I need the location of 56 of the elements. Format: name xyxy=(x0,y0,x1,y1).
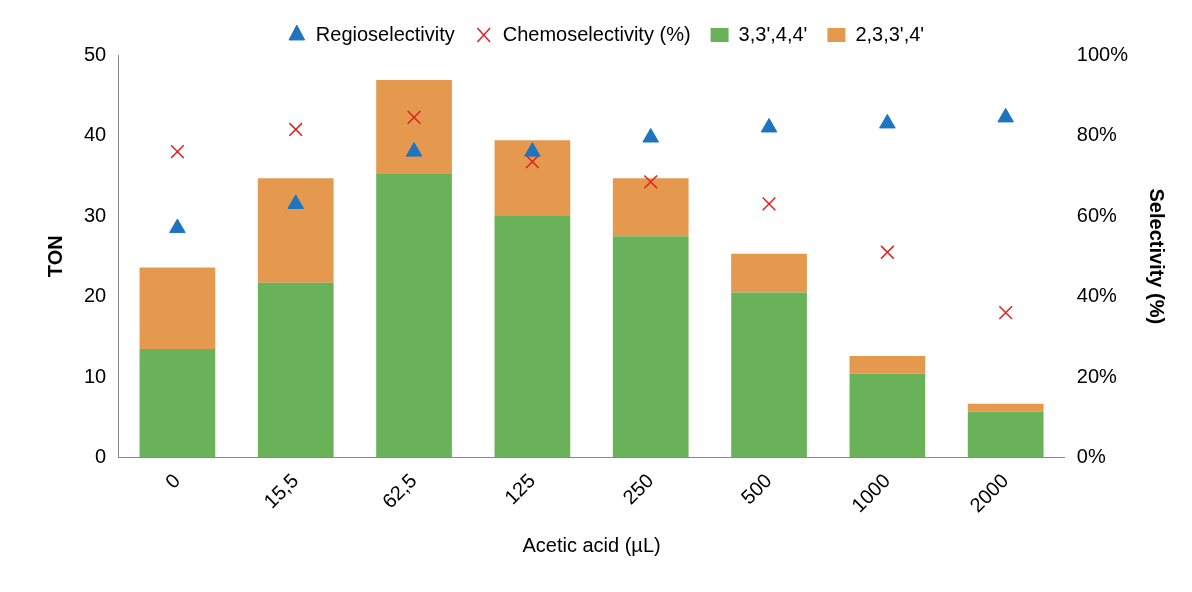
y2-tick-label: 60% xyxy=(1076,203,1118,226)
point xyxy=(287,194,305,209)
y2-tick-label: 80% xyxy=(1076,123,1118,146)
bar xyxy=(494,140,571,216)
point xyxy=(642,128,659,143)
point xyxy=(643,174,658,189)
point xyxy=(880,245,895,260)
point xyxy=(406,110,422,125)
y2-tick-label: 20% xyxy=(1076,364,1118,387)
x-tick-label: 250 xyxy=(618,469,658,509)
bar xyxy=(376,79,452,174)
legend-label: 2,3,3',4' xyxy=(855,22,925,45)
bar xyxy=(612,178,689,237)
bar xyxy=(849,373,926,458)
bar xyxy=(967,411,1044,458)
y-tick-label: 20 xyxy=(84,284,107,307)
y2-tick-label: 40% xyxy=(1076,284,1118,307)
point xyxy=(524,142,541,157)
x-tick-label: 62,5 xyxy=(377,469,421,513)
bar xyxy=(139,348,216,458)
point xyxy=(760,117,778,133)
bar xyxy=(257,178,334,283)
x-tick-label: 0 xyxy=(160,469,185,493)
bar xyxy=(967,403,1044,412)
bar xyxy=(612,236,689,458)
point xyxy=(169,218,186,234)
legend-label: Regioselectivity xyxy=(315,22,455,45)
y2-tick-label: 100% xyxy=(1076,42,1129,65)
bar xyxy=(139,267,216,349)
y2-axis-title: Selectivity (%) xyxy=(1146,188,1169,325)
point xyxy=(525,154,540,169)
y-axis-title: TON xyxy=(43,235,66,278)
legend-label: 3,3',4,4' xyxy=(738,22,808,45)
y-tick-label: 30 xyxy=(84,203,107,226)
bar xyxy=(376,173,452,458)
point xyxy=(170,144,185,159)
point xyxy=(997,107,1014,123)
bar xyxy=(731,253,807,293)
bar xyxy=(731,292,807,458)
point xyxy=(879,113,896,129)
bar xyxy=(494,215,571,458)
x-tick-label: 125 xyxy=(499,469,540,509)
point xyxy=(405,142,423,157)
bar xyxy=(849,356,926,374)
legend-label: Chemoselectivity (%) xyxy=(502,22,691,45)
point xyxy=(761,196,777,212)
y2-tick-label: 0% xyxy=(1076,445,1106,468)
x-tick-label: 500 xyxy=(736,469,776,509)
bar xyxy=(257,282,334,458)
y-tick-label: 0 xyxy=(95,445,107,468)
y-tick-label: 40 xyxy=(84,123,107,146)
point xyxy=(288,122,303,137)
y-tick-label: 10 xyxy=(84,364,107,387)
point xyxy=(998,305,1013,320)
y-tick-label: 50 xyxy=(84,42,107,65)
x-axis-title: Acetic acid (µL) xyxy=(522,533,661,556)
